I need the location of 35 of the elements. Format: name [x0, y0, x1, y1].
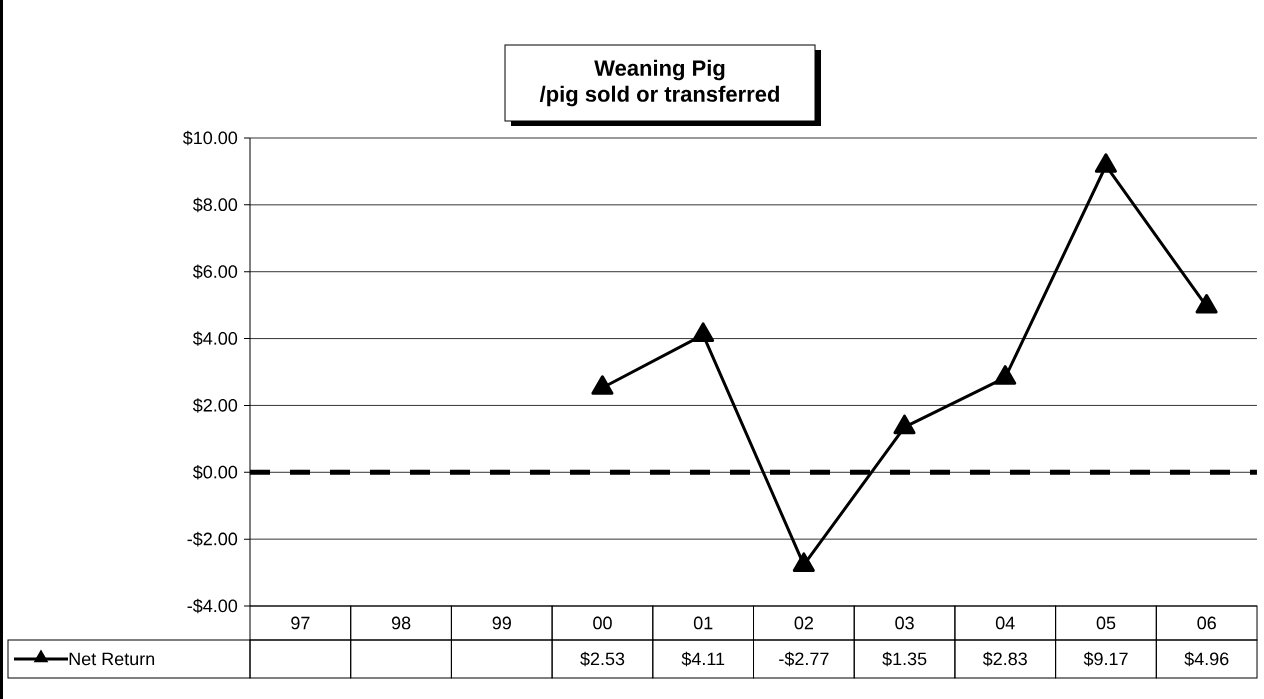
x-tick-label: 00: [593, 616, 612, 630]
chart-subtitle: /pig sold or transferred: [539, 85, 779, 107]
data-label: $1.35: [882, 651, 927, 667]
data-label: $9.17: [1083, 651, 1128, 667]
x-tick-label: 99: [492, 616, 511, 630]
y-tick-label: $0.00: [192, 464, 238, 480]
point: [792, 552, 815, 572]
point: [1094, 153, 1117, 173]
point: [994, 365, 1017, 385]
y-tick-label: $4.00: [192, 331, 238, 346]
data-label: -$2.77: [779, 651, 829, 667]
x-tick-label: 03: [895, 616, 914, 630]
chart-title: Weaning Pig: [594, 59, 725, 81]
y-tick-label: $8.00: [192, 197, 238, 213]
x-tick-label: 01: [693, 616, 713, 630]
x-tick-label: 98: [391, 616, 411, 630]
point: [1195, 293, 1218, 314]
legend-label: Net Return: [69, 652, 155, 666]
x-tick-label: 97: [291, 616, 310, 630]
y-tick-label: $6.00: [192, 264, 238, 279]
x-tick-label: 04: [995, 616, 1015, 630]
data-label: $4.96: [1184, 651, 1229, 667]
data-label: $2.53: [580, 651, 625, 667]
y-tick-label: $10.00: [182, 130, 238, 146]
point: [692, 322, 715, 342]
data-label: $4.11: [681, 651, 725, 667]
point: [893, 414, 916, 435]
y-tick-label: $2.00: [192, 398, 238, 413]
x-tick-label: 06: [1197, 616, 1216, 630]
x-tick-label: 05: [1096, 616, 1116, 630]
y-tick-label: -$4.00: [187, 598, 238, 614]
x-tick-label: 02: [794, 616, 814, 630]
data-label: $2.83: [982, 651, 1027, 667]
point: [591, 375, 614, 395]
y-tick-label: -$2.00: [187, 531, 238, 547]
